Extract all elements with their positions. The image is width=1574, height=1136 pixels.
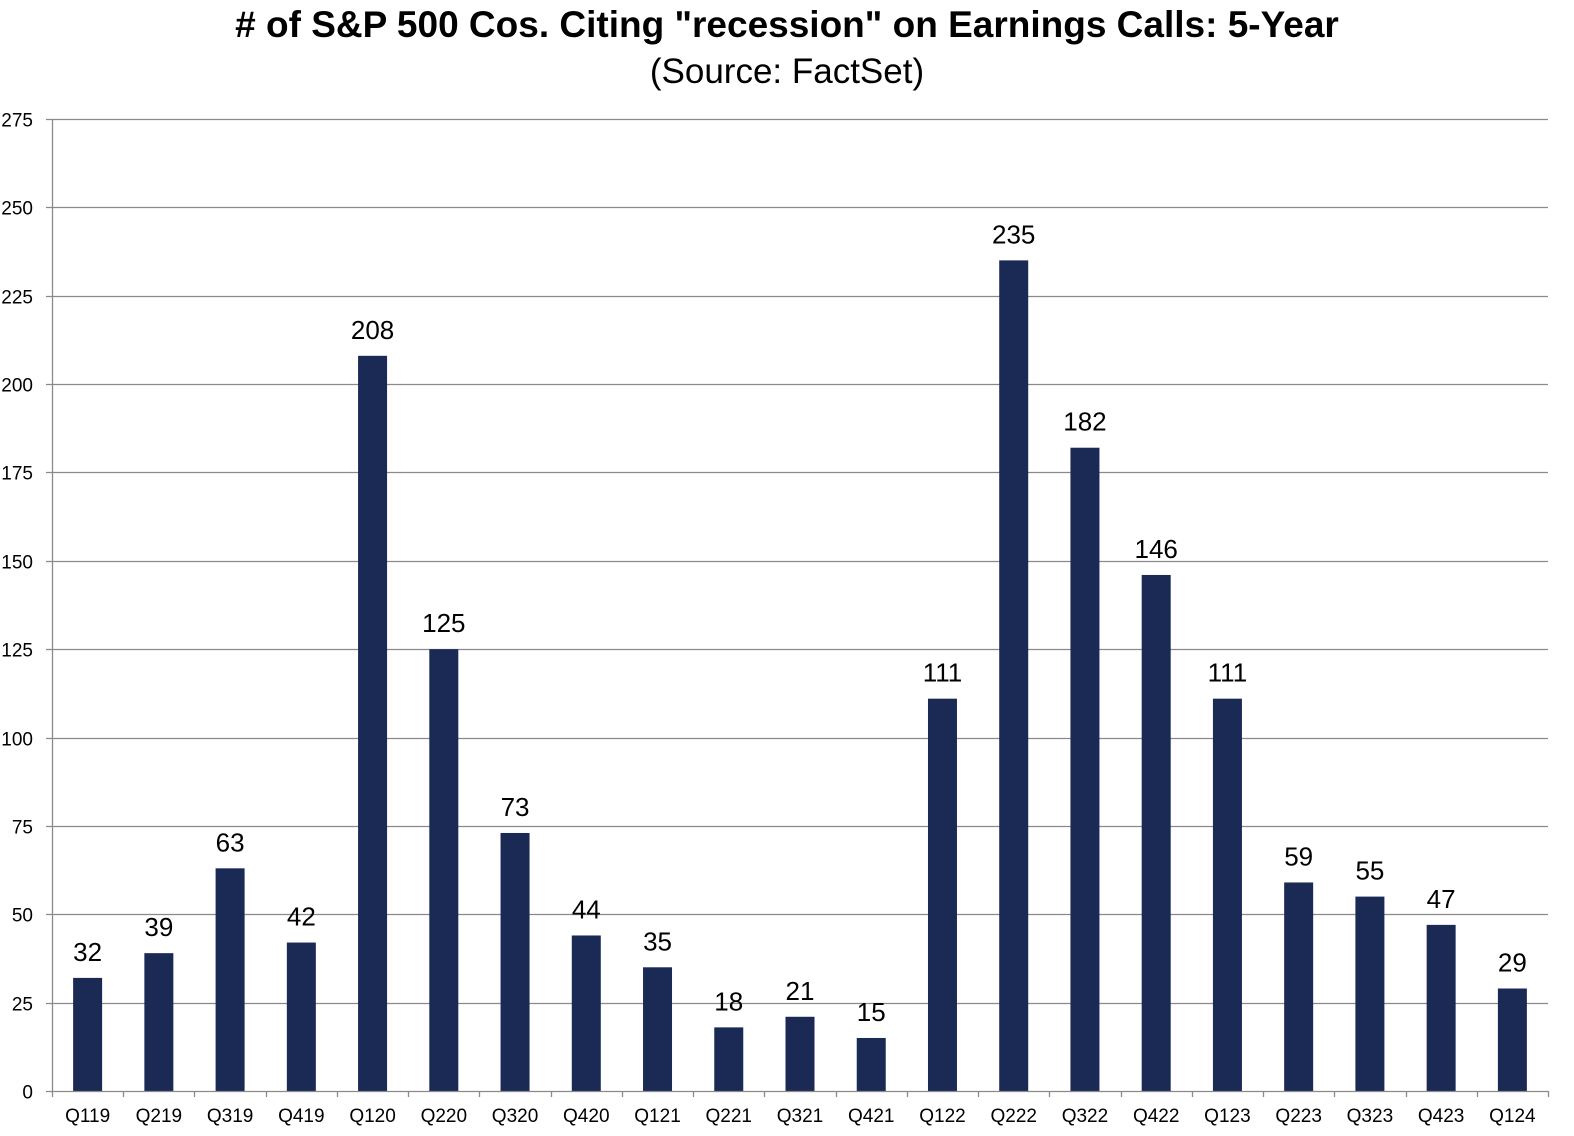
data-label-q422: 146	[1134, 534, 1177, 564]
data-label-q220: 125	[422, 608, 465, 638]
x-tick-label-q124: Q124	[1489, 1106, 1536, 1127]
x-axis-tick-labels: Q119 Q219 Q319 Q419 Q120 Q220 Q320 Q420 Q121 Q221…	[65, 1106, 1536, 1127]
x-tick-label-q122: Q122	[919, 1106, 965, 1127]
x-tick-label-q422: Q422	[1133, 1106, 1179, 1127]
gridlines	[46, 118, 1548, 1005]
data-label-q322: 182	[1063, 407, 1106, 437]
data-label-q420: 44	[572, 894, 601, 924]
x-tick-label-q220: Q220	[421, 1106, 467, 1127]
y-tick-label: 25	[12, 995, 33, 1016]
data-label-q321: 21	[786, 976, 815, 1006]
y-tick-label: 175	[1, 464, 33, 485]
bar-q123	[1212, 698, 1242, 1091]
data-label-q124: 29	[1498, 947, 1527, 977]
y-tick-label: 75	[12, 818, 33, 839]
data-label-q421: 15	[857, 997, 886, 1027]
bar-q319	[215, 868, 245, 1091]
bar-q320	[500, 832, 530, 1091]
bar-q121	[643, 967, 673, 1091]
bars	[73, 260, 1527, 1091]
data-label-q122: 111	[923, 658, 963, 688]
chart-subtitle: (Source: FactSet)	[649, 52, 925, 91]
data-label-q119: 32	[73, 937, 102, 967]
bar-q419	[286, 942, 316, 1091]
data-label-q123: 111	[1208, 658, 1248, 688]
y-tick-label: 50	[12, 906, 33, 927]
bar-q119	[73, 977, 103, 1091]
data-label-q319: 63	[216, 827, 245, 857]
y-tick-label: 100	[1, 730, 33, 751]
x-tick-label-q119: Q119	[65, 1106, 110, 1127]
bar-q422	[1141, 574, 1171, 1091]
data-label-q320: 73	[501, 792, 530, 822]
x-tick-label-q219: Q219	[136, 1106, 182, 1127]
bar-q322	[1070, 447, 1100, 1091]
data-label-q419: 42	[287, 902, 316, 932]
y-tick-label: 225	[1, 288, 33, 309]
data-label-q223: 59	[1284, 841, 1313, 871]
data-label-q120: 208	[351, 315, 394, 345]
y-tick-label: 125	[1, 641, 33, 662]
data-label-q222: 235	[992, 219, 1035, 249]
bar-q221	[714, 1027, 744, 1091]
bar-q423	[1426, 924, 1456, 1091]
y-tick-label: 275	[1, 111, 33, 132]
x-tick-label-q322: Q322	[1062, 1106, 1108, 1127]
y-tick-label: 0	[22, 1083, 33, 1104]
bar-q222	[999, 260, 1029, 1091]
y-tick-label: 200	[1, 376, 33, 397]
y-tick-label: 250	[1, 199, 33, 220]
data-label-q423: 47	[1427, 884, 1456, 914]
x-tick-label-q421: Q421	[848, 1106, 894, 1127]
x-tick-label-q120: Q120	[349, 1106, 395, 1127]
axes	[46, 119, 1550, 1097]
x-tick-label-q321: Q321	[777, 1106, 823, 1127]
x-tick-label-q423: Q423	[1418, 1106, 1464, 1127]
x-tick-label-q319: Q319	[207, 1106, 253, 1127]
chart-title: # of S&P 500 Cos. Citing "recession" on …	[235, 4, 1339, 45]
data-label-q221: 18	[714, 986, 743, 1016]
x-tick-label-q323: Q323	[1347, 1106, 1393, 1127]
bar-q321	[785, 1016, 815, 1091]
x-tick-label-q221: Q221	[706, 1106, 752, 1127]
x-tick-label-q420: Q420	[563, 1106, 609, 1127]
data-labels: 32 39 63 42 208 125 73 44 35 18 21 15 111 235 182 146 11…	[73, 219, 1527, 1027]
x-tick-label-q320: Q320	[492, 1106, 538, 1127]
y-tick-label: 150	[1, 553, 33, 574]
data-label-q121: 35	[643, 926, 672, 956]
bar-q219	[144, 953, 174, 1091]
data-label-q323: 55	[1355, 856, 1384, 886]
y-axis-tick-labels: 0 25 50 75 100 125 150 175 200 225 250 275	[1, 111, 33, 1104]
bar-q120	[358, 355, 388, 1091]
bar-q220	[429, 649, 459, 1091]
x-tick-label-q223: Q223	[1275, 1106, 1321, 1127]
bar-q223	[1284, 882, 1314, 1091]
x-tick-label-q121: Q121	[634, 1106, 680, 1127]
bar-q323	[1355, 896, 1385, 1091]
x-tick-label-q222: Q222	[990, 1106, 1036, 1127]
data-label-q219: 39	[144, 912, 173, 942]
bar-q421	[856, 1037, 886, 1091]
x-tick-label-q123: Q123	[1204, 1106, 1250, 1127]
x-tick-label-q419: Q419	[278, 1106, 324, 1127]
bar-q420	[571, 935, 601, 1091]
bar-q122	[927, 698, 957, 1091]
bar-q124	[1497, 988, 1527, 1091]
